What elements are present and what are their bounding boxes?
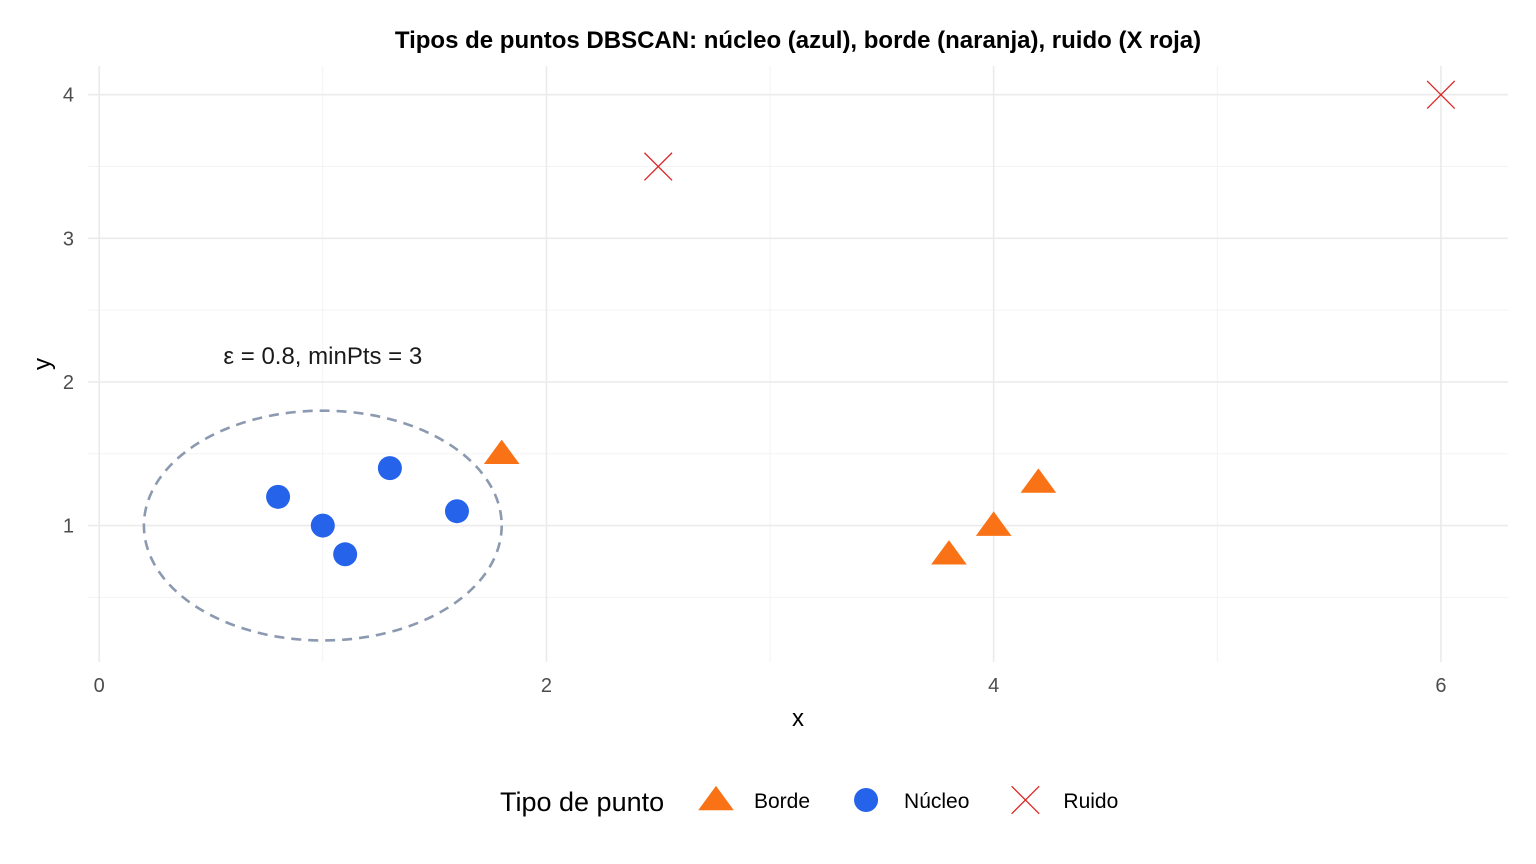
y-axis-ticks: 1 2 3 4 xyxy=(63,85,74,538)
y-axis-title: y xyxy=(29,358,56,370)
legend-label: Borde xyxy=(754,790,810,813)
legend-marker-ruido xyxy=(1011,785,1040,815)
x-tick-label: 2 xyxy=(541,675,552,697)
point-nucleo xyxy=(266,484,291,509)
legend-label: Ruido xyxy=(1063,790,1118,813)
x-tick-label: 0 xyxy=(94,675,105,697)
point-ruido xyxy=(643,152,673,181)
legend-marker-borde xyxy=(698,785,734,811)
point-borde xyxy=(931,540,967,565)
epsilon-circle xyxy=(142,409,504,642)
x-axis-ticks: 0 2 4 6 xyxy=(94,675,1447,697)
point-ruido xyxy=(1426,80,1456,109)
point-nucleo xyxy=(310,513,335,538)
legend: Tipo de punto Borde Núcleo Ruido xyxy=(500,785,1118,817)
x-axis-title: x xyxy=(792,705,804,732)
x-tick-label: 4 xyxy=(988,675,999,697)
y-tick-label: 2 xyxy=(63,372,74,394)
point-borde xyxy=(975,511,1012,536)
data-points xyxy=(266,80,1456,567)
chart-title: Tipos de puntos DBSCAN: núcleo (azul), b… xyxy=(395,27,1201,54)
epsilon-annotation: ε = 0.8, minPts = 3 xyxy=(223,343,422,370)
y-tick-label: 1 xyxy=(63,516,74,538)
legend-title: Tipo de punto xyxy=(500,787,664,817)
x-tick-label: 6 xyxy=(1435,675,1446,697)
point-borde xyxy=(483,439,520,465)
point-nucleo xyxy=(377,456,402,481)
point-nucleo xyxy=(444,499,469,524)
point-nucleo xyxy=(333,542,358,567)
epsilon-neighborhood xyxy=(142,409,504,642)
point-borde xyxy=(1020,468,1057,493)
y-tick-label: 4 xyxy=(63,85,74,107)
legend-label: Núcleo xyxy=(904,790,969,813)
legend-marker-nucleo xyxy=(854,788,879,812)
y-tick-label: 3 xyxy=(63,228,74,250)
